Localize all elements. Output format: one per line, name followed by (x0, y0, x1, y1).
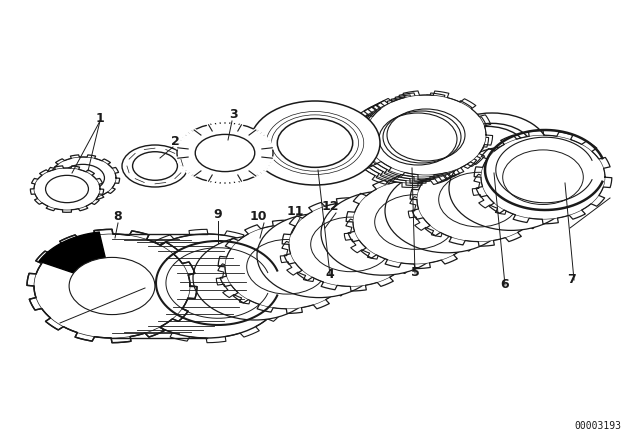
Text: 2: 2 (171, 135, 179, 148)
Ellipse shape (177, 123, 273, 183)
Ellipse shape (34, 168, 100, 210)
Ellipse shape (354, 101, 474, 181)
Text: 11: 11 (286, 205, 304, 218)
Ellipse shape (34, 234, 190, 338)
Ellipse shape (358, 99, 478, 179)
Polygon shape (39, 232, 112, 286)
Ellipse shape (481, 135, 605, 219)
Ellipse shape (50, 157, 116, 199)
Ellipse shape (129, 234, 285, 338)
Ellipse shape (321, 191, 445, 275)
Ellipse shape (257, 214, 381, 297)
Ellipse shape (225, 225, 349, 309)
Text: 6: 6 (500, 278, 509, 291)
Ellipse shape (289, 202, 413, 286)
Ellipse shape (385, 169, 509, 253)
Ellipse shape (449, 146, 573, 230)
Ellipse shape (366, 95, 486, 175)
Ellipse shape (350, 103, 470, 183)
Ellipse shape (195, 134, 255, 172)
Ellipse shape (362, 97, 482, 177)
Text: 10: 10 (249, 210, 267, 223)
Ellipse shape (250, 101, 380, 185)
Text: 8: 8 (114, 210, 122, 223)
Text: 3: 3 (228, 108, 237, 121)
Ellipse shape (435, 113, 549, 187)
Ellipse shape (122, 145, 188, 187)
Text: 7: 7 (568, 273, 577, 286)
Text: 12: 12 (321, 200, 339, 213)
Text: 00003193: 00003193 (575, 421, 621, 431)
Text: 5: 5 (411, 266, 419, 279)
Ellipse shape (430, 116, 544, 190)
Ellipse shape (69, 258, 155, 314)
Ellipse shape (193, 236, 317, 320)
Ellipse shape (353, 180, 477, 264)
Text: 9: 9 (214, 208, 222, 221)
Text: 4: 4 (326, 268, 334, 281)
Text: 1: 1 (95, 112, 104, 125)
Ellipse shape (417, 158, 541, 241)
